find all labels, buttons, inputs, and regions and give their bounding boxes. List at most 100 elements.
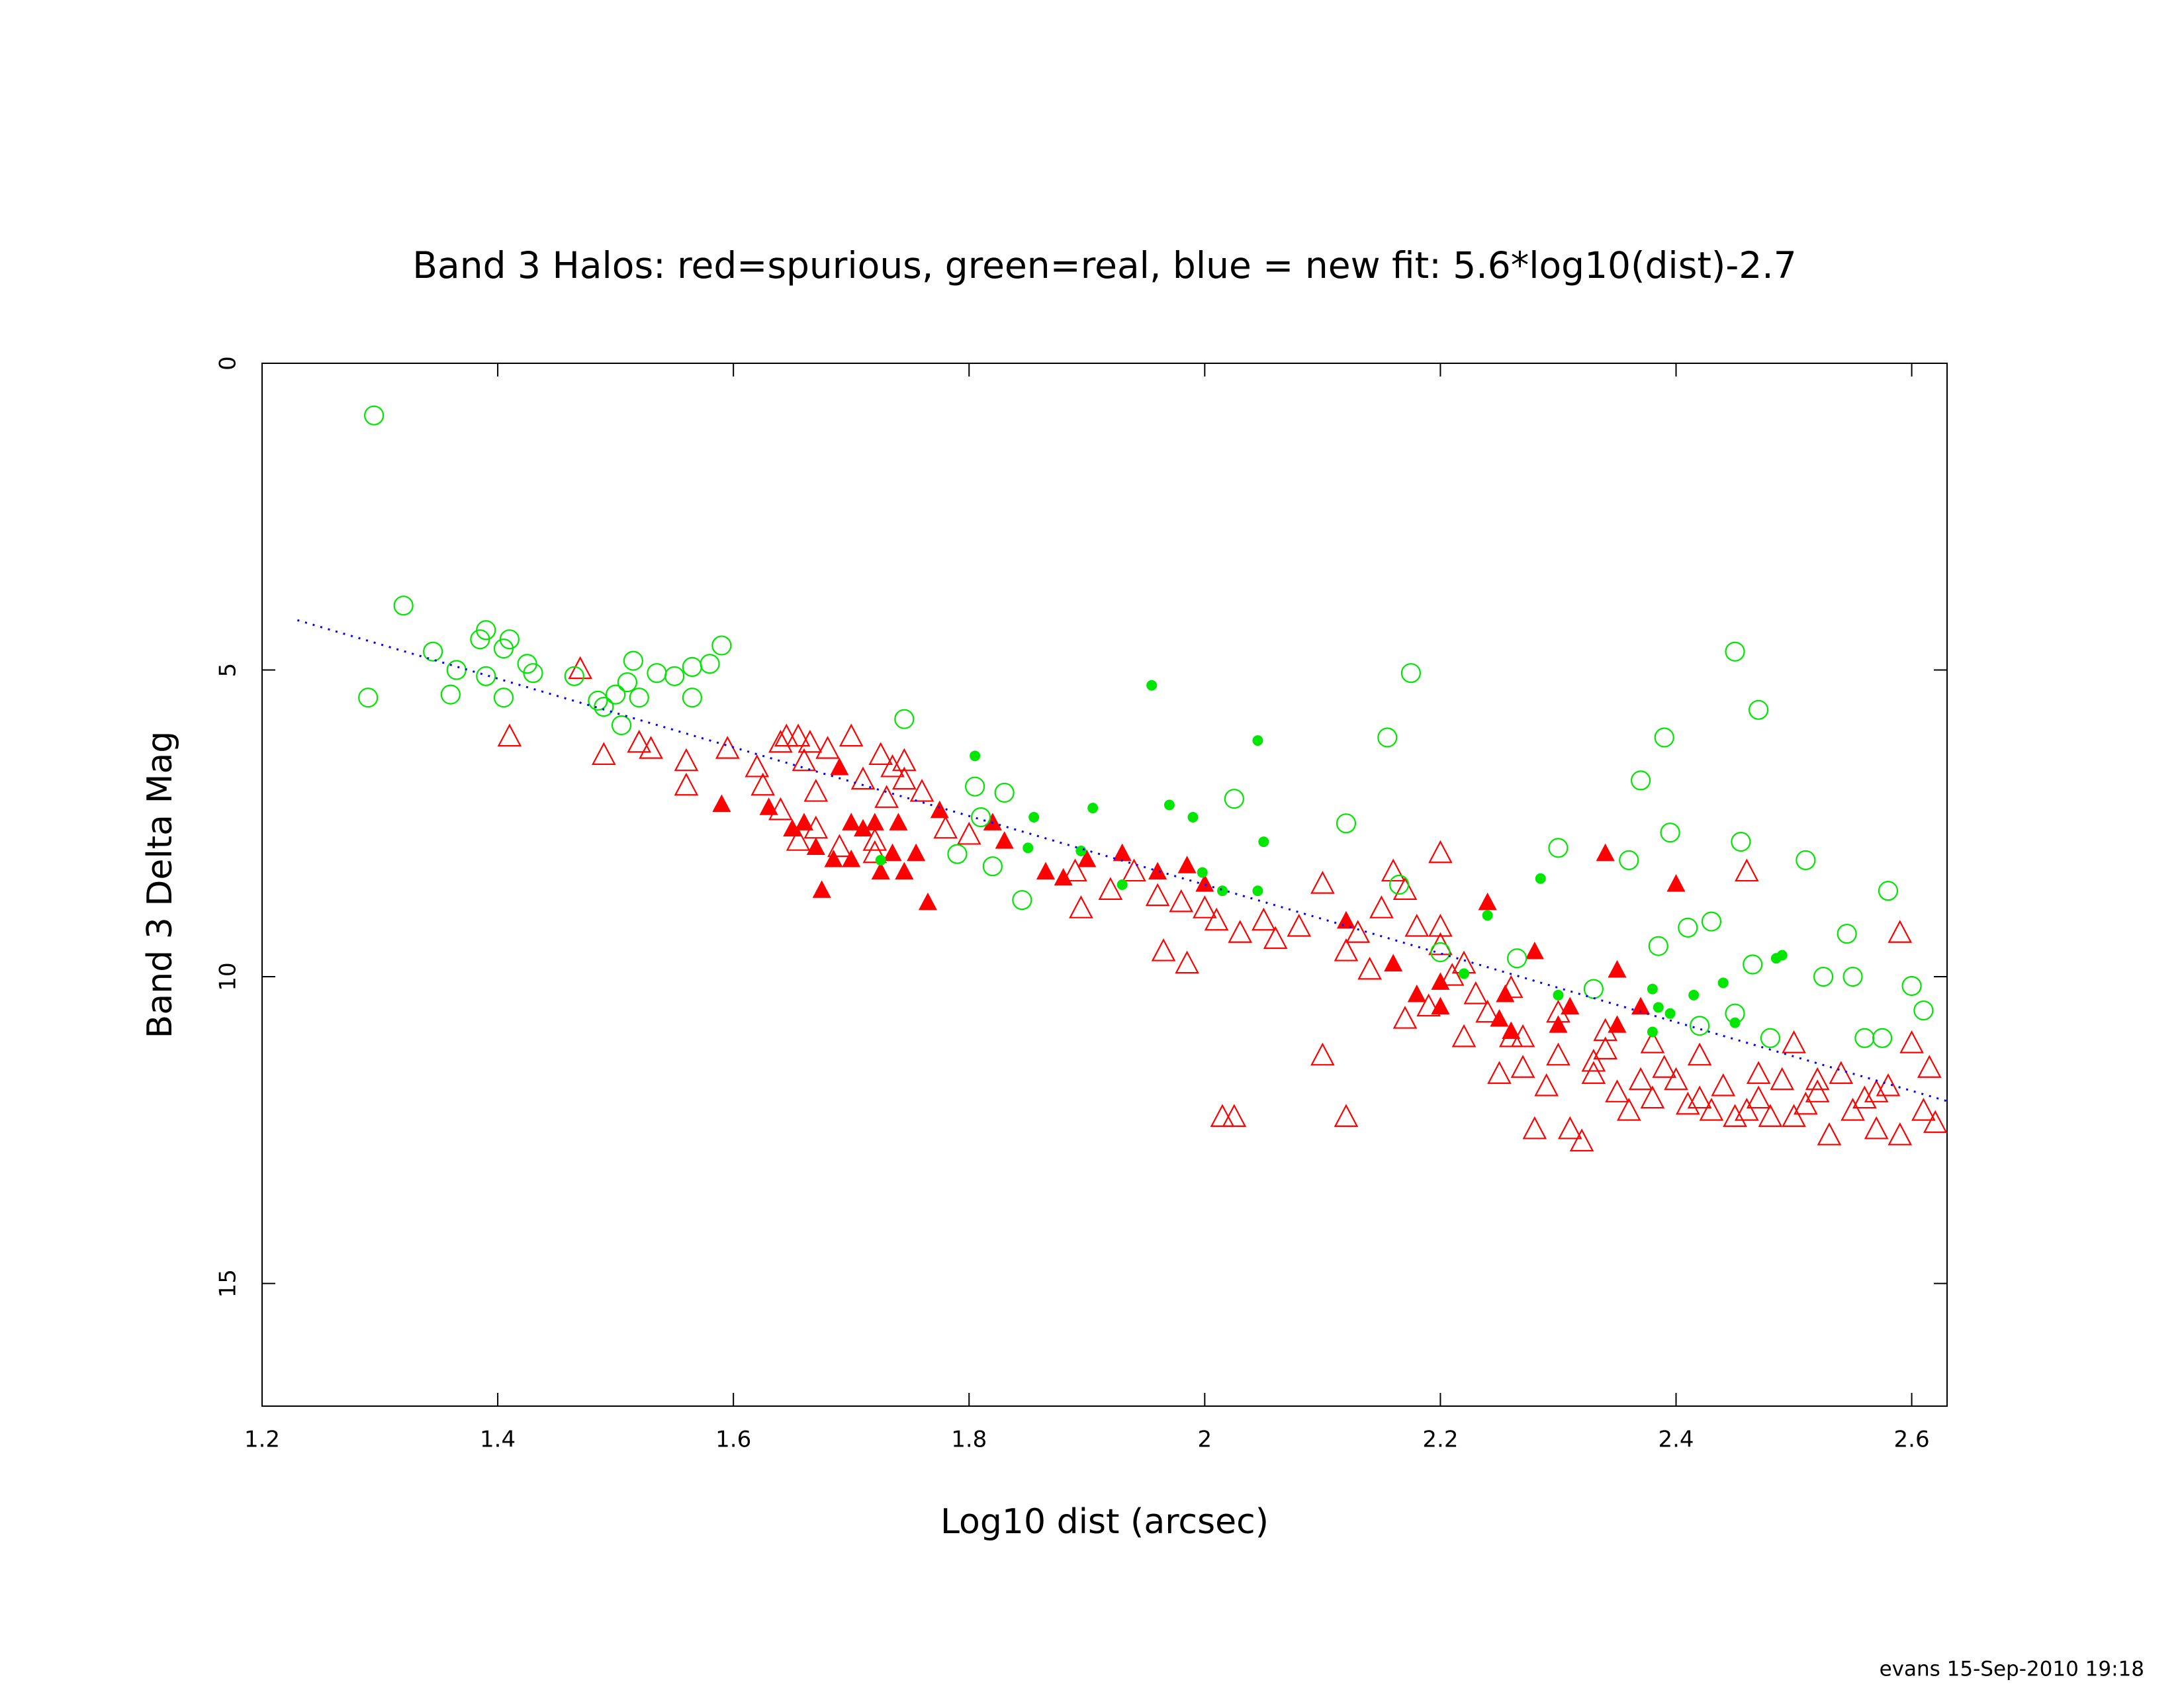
point: [1805, 1079, 1830, 1102]
point: [1917, 1055, 1942, 1078]
point: [862, 840, 887, 864]
point: [1743, 954, 1763, 975]
point: [1701, 911, 1722, 932]
point: [868, 742, 893, 766]
point: [1336, 813, 1357, 834]
point: [1345, 920, 1371, 943]
point: [1496, 984, 1515, 1002]
point: [611, 715, 632, 736]
point: [1711, 1073, 1736, 1096]
point: [933, 815, 958, 839]
x-tick-label: 1.2: [244, 1427, 280, 1453]
point: [1217, 885, 1228, 897]
point: [850, 766, 876, 790]
point: [594, 697, 614, 717]
point: [1699, 1098, 1724, 1121]
point: [1036, 862, 1056, 880]
point: [768, 797, 793, 821]
point: [440, 684, 461, 705]
point: [970, 807, 991, 828]
point: [895, 862, 914, 880]
point: [1251, 907, 1276, 931]
point: [1608, 1015, 1627, 1033]
point: [1837, 924, 1857, 944]
point: [1357, 956, 1382, 980]
point: [446, 660, 467, 680]
point: [1640, 1030, 1665, 1053]
point: [1439, 963, 1465, 986]
point: [493, 688, 514, 708]
point: [1252, 885, 1263, 897]
point: [1760, 1028, 1781, 1048]
point: [1197, 867, 1208, 878]
point: [1876, 1073, 1901, 1096]
point: [1628, 1067, 1653, 1090]
x-tick-label: 2.2: [1422, 1427, 1458, 1453]
point: [664, 666, 685, 686]
point: [1087, 803, 1099, 814]
point: [1648, 936, 1668, 956]
point: [1163, 799, 1175, 811]
point: [1640, 1085, 1665, 1109]
point: [1263, 926, 1288, 950]
point: [682, 688, 702, 708]
point: [1224, 789, 1244, 809]
point: [1145, 883, 1170, 907]
point: [883, 843, 902, 862]
point: [1841, 1098, 1865, 1121]
point: [591, 742, 616, 766]
point: [794, 813, 814, 830]
point: [1805, 1067, 1830, 1090]
point: [839, 723, 864, 747]
point: [1151, 938, 1176, 961]
point: [1813, 966, 1834, 987]
point: [523, 663, 543, 684]
point: [1794, 1091, 1818, 1115]
point: [1911, 1098, 1936, 1121]
point: [1193, 895, 1217, 918]
point: [1581, 1048, 1606, 1072]
point: [1557, 1116, 1582, 1139]
point: [1758, 1104, 1783, 1127]
point: [842, 849, 861, 867]
point: [965, 776, 985, 797]
point: [588, 690, 608, 711]
point: [1878, 881, 1899, 901]
point: [759, 797, 778, 815]
point: [476, 666, 496, 686]
point: [1384, 954, 1403, 972]
point: [995, 831, 1014, 849]
footer: evans 15-Sep-2010 19:18: [1880, 1658, 2144, 1681]
point: [1654, 727, 1674, 748]
point: [1428, 913, 1453, 937]
point: [1258, 836, 1269, 848]
point: [1782, 1104, 1806, 1127]
point: [983, 813, 1002, 830]
point: [647, 663, 667, 684]
point: [842, 813, 861, 830]
point: [892, 766, 917, 790]
point: [1407, 984, 1426, 1002]
point: [1817, 1122, 1842, 1145]
point: [1510, 1055, 1535, 1078]
point: [768, 729, 793, 753]
point: [1864, 1116, 1889, 1139]
point: [1334, 938, 1359, 961]
point: [1687, 1085, 1712, 1109]
point: [792, 748, 817, 772]
point: [1490, 1009, 1509, 1027]
point: [1660, 823, 1680, 843]
point: [1913, 1000, 1934, 1021]
point: [892, 748, 917, 772]
point: [1310, 1042, 1335, 1066]
point: [1735, 858, 1759, 882]
point: [1400, 663, 1422, 684]
point: [712, 794, 731, 813]
point: [423, 641, 443, 662]
point: [956, 821, 981, 845]
point: [674, 748, 699, 772]
point: [682, 656, 702, 677]
point: [1023, 842, 1034, 854]
point: [1113, 843, 1132, 862]
point: [499, 629, 520, 650]
